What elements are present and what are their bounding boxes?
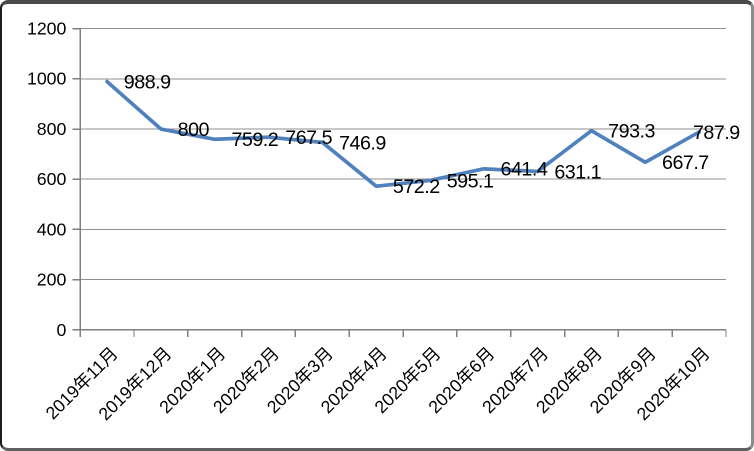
data-point-label: 787.9 xyxy=(693,122,740,144)
y-axis-tick-label: 600 xyxy=(37,169,67,189)
data-point-label: 595.1 xyxy=(447,170,494,192)
data-point-label: 767.5 xyxy=(285,127,332,149)
data-point-label: 641.4 xyxy=(501,159,548,181)
line-chart-canvas: 0 200 400 600 800 1000 1200 2019年11月2019年12月202… xyxy=(27,19,741,425)
data-point-label: 793.3 xyxy=(608,121,655,143)
y-axis-tick-label: 0 xyxy=(57,320,67,340)
data-point-label: 746.9 xyxy=(339,132,386,154)
y-axis-tick-label: 1200 xyxy=(27,19,67,39)
data-labels: 988.9 800 759.2 767.5 746.9 572.2 595.1 641.4 63… xyxy=(124,71,741,198)
x-axis: 2019年11月2019年12月2020年1月2020年2月2020年3月202… xyxy=(42,329,727,424)
y-axis: 0 200 400 600 800 1000 1200 xyxy=(27,19,81,340)
y-axis-tick-label: 800 xyxy=(37,119,67,139)
data-point-label: 759.2 xyxy=(231,129,278,151)
data-point-label: 667.7 xyxy=(662,152,709,174)
y-axis-tick-label: 200 xyxy=(37,270,67,290)
data-point-label: 572.2 xyxy=(393,176,440,198)
y-axis-tick-label: 1000 xyxy=(27,69,67,89)
y-axis-tick-label: 400 xyxy=(37,219,67,239)
series-line xyxy=(105,79,701,189)
gridlines xyxy=(80,28,726,281)
data-point-label: 800 xyxy=(178,119,210,141)
data-point-label: 631.1 xyxy=(554,161,601,183)
data-point-label: 988.9 xyxy=(124,71,171,93)
